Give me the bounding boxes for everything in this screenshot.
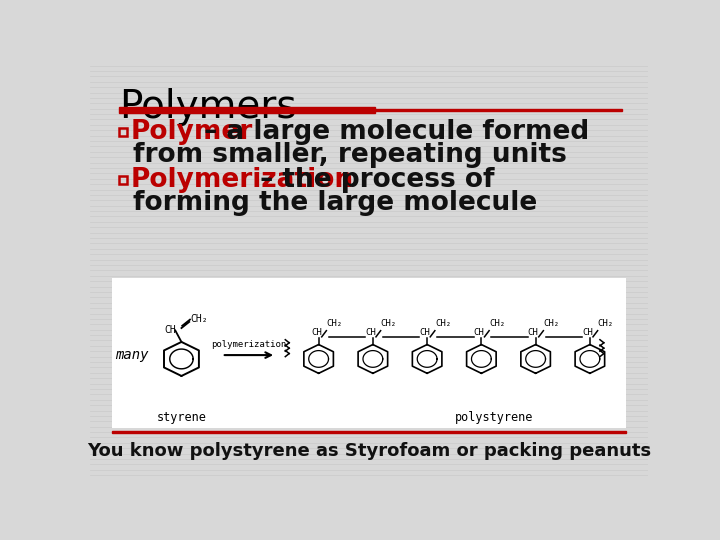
Text: CH: CH [311,328,322,337]
Bar [112,431,626,433]
Text: many: many [116,348,149,362]
Text: – a large molecule formed: – a large molecule formed [195,119,590,145]
Text: CH₂: CH₂ [381,319,397,328]
Text: – the process of: – the process of [251,167,495,193]
Text: CH₂: CH₂ [435,319,451,328]
Text: Polymerization: Polymerization [131,167,354,193]
Text: polystyrene: polystyrene [455,411,534,424]
Text: CH: CH [365,328,376,337]
Text: CH: CH [582,328,593,337]
Text: CH: CH [474,328,485,337]
Text: from smaller, repeating units: from smaller, repeating units [133,142,567,168]
Text: styrene: styrene [156,411,207,424]
Text: CH₂: CH₂ [191,314,208,324]
Text: Polymer: Polymer [131,119,253,145]
Text: CH: CH [419,328,430,337]
Text: forming the large molecule: forming the large molecule [133,191,538,217]
Bar [375,110,621,111]
Text: Polymers: Polymers [120,88,297,126]
Bar [112,278,626,428]
Text: CH₂: CH₂ [598,319,613,328]
Text: polymerization: polymerization [211,340,287,349]
Bar [120,107,375,112]
Text: CH₂: CH₂ [326,319,343,328]
Bar [120,177,127,184]
Bar [120,128,127,136]
Text: CH₂: CH₂ [489,319,505,328]
Text: CH: CH [528,328,539,337]
Text: You know polystyrene as Styrofoam or packing peanuts: You know polystyrene as Styrofoam or pac… [87,442,651,460]
Text: CH₂: CH₂ [544,319,559,328]
Text: CH: CH [164,325,176,335]
